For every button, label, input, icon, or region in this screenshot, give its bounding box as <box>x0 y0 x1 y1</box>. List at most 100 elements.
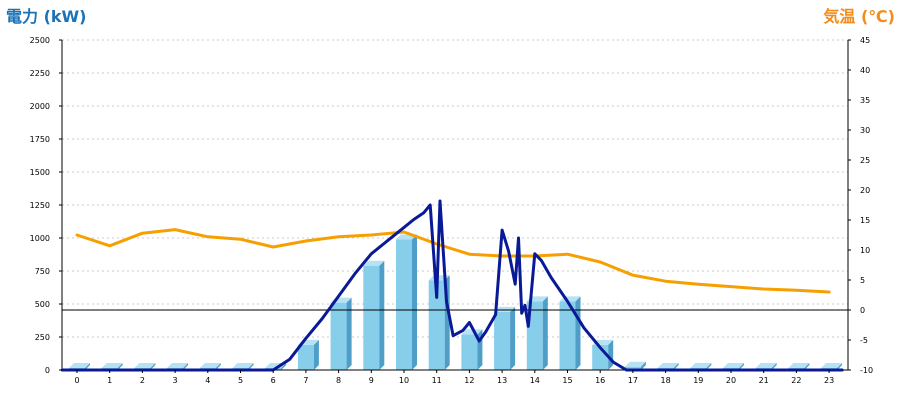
bar-top <box>657 363 679 369</box>
bar-top <box>69 363 90 369</box>
bar-side <box>117 363 123 370</box>
x-tick-label: 16 <box>595 376 605 385</box>
bar-side <box>542 296 548 370</box>
left-tick-label: 1000 <box>30 234 50 243</box>
bar-side <box>771 363 777 370</box>
x-tick-label: 9 <box>369 376 374 385</box>
bar-top <box>821 363 843 369</box>
bar-face <box>526 301 543 370</box>
axes <box>61 40 849 371</box>
right-tick-label: 45 <box>860 36 870 45</box>
power-bar <box>592 339 614 370</box>
x-tick-label: 3 <box>173 376 178 385</box>
bar-top <box>134 363 156 369</box>
x-tick-label: 6 <box>271 376 276 385</box>
bar-face <box>363 265 380 370</box>
right-tick-label: 20 <box>860 186 870 195</box>
bar-side <box>346 297 352 370</box>
right-axis-title: 気温 (℃) <box>823 7 895 26</box>
right-tick-label: 35 <box>860 96 870 105</box>
bar-side <box>739 363 744 370</box>
bar-side <box>673 363 679 370</box>
bar-face <box>494 311 511 370</box>
bar-side <box>575 296 581 370</box>
left-tick-label: 0 <box>45 366 50 375</box>
x-tick-label: 11 <box>432 376 442 385</box>
temperature-line <box>75 228 831 294</box>
x-tick-label: 13 <box>497 376 507 385</box>
left-tick-label: 2250 <box>30 69 50 78</box>
bar-side <box>248 363 254 370</box>
x-tick-label: 1 <box>107 376 112 385</box>
bar-side <box>608 339 614 370</box>
bar-top <box>788 363 810 369</box>
bar-side <box>412 234 417 370</box>
bar-side <box>85 363 90 370</box>
power-bar <box>461 329 483 370</box>
bar-side <box>150 363 156 370</box>
power-bar <box>624 361 646 370</box>
x-tick-label: 7 <box>303 376 308 385</box>
power-bar <box>494 306 516 370</box>
tick-labels: 02505007501000125015001750200022502500-1… <box>30 36 873 385</box>
bar-side <box>804 363 810 370</box>
left-tick-label: 1500 <box>30 168 50 177</box>
bar-top <box>723 363 744 369</box>
left-tick-label: 1750 <box>30 135 50 144</box>
bar-top <box>199 363 221 369</box>
x-tick-label: 2 <box>140 376 145 385</box>
power-bar <box>330 297 352 370</box>
power-bar <box>396 234 417 370</box>
bar-top <box>755 363 777 369</box>
x-tick-label: 5 <box>238 376 243 385</box>
x-tick-label: 20 <box>726 376 736 385</box>
bar-top <box>363 260 385 266</box>
bar-top <box>494 306 516 312</box>
left-tick-label: 250 <box>35 333 50 342</box>
right-tick-label: -5 <box>860 336 868 345</box>
left-tick-label: 1250 <box>30 201 50 210</box>
right-tick-label: 30 <box>860 126 870 135</box>
x-tick-label: 23 <box>824 376 834 385</box>
power-bar <box>363 260 385 370</box>
x-tick-label: 17 <box>628 376 638 385</box>
bar-top <box>167 363 189 369</box>
bar-side <box>313 339 319 370</box>
bar-side <box>183 363 189 370</box>
bar-side <box>379 260 385 370</box>
power-bars <box>69 234 843 370</box>
bar-face <box>330 302 347 370</box>
bar-side <box>510 306 516 370</box>
x-tick-label: 8 <box>336 376 341 385</box>
bar-side <box>215 363 221 370</box>
x-tick-label: 4 <box>205 376 210 385</box>
bar-top <box>461 329 483 335</box>
gridlines <box>62 39 848 338</box>
left-axis-title: 電力 (kW) <box>6 7 87 26</box>
right-tick-label: 40 <box>860 66 870 75</box>
x-tick-label: 19 <box>693 376 703 385</box>
left-tick-label: 500 <box>35 300 50 309</box>
right-tick-label: 15 <box>860 216 870 225</box>
x-tick-label: 21 <box>759 376 769 385</box>
x-tick-label: 15 <box>562 376 572 385</box>
x-tick-label: 12 <box>464 376 474 385</box>
bar-side <box>837 363 843 370</box>
bar-face <box>624 366 641 370</box>
right-tick-label: 25 <box>860 156 870 165</box>
bar-face <box>396 239 412 370</box>
bar-top <box>232 363 254 369</box>
bar-face <box>461 334 478 370</box>
bar-top <box>101 363 123 369</box>
x-tick-label: 10 <box>399 376 409 385</box>
left-tick-label: 2500 <box>30 36 50 45</box>
left-tick-label: 750 <box>35 267 50 276</box>
bar-side <box>281 363 287 370</box>
bar-face <box>559 301 576 370</box>
x-tick-label: 0 <box>74 376 79 385</box>
bar-side <box>706 363 712 370</box>
right-tick-label: 0 <box>860 306 865 315</box>
bar-side <box>640 361 646 370</box>
bar-face <box>297 344 314 370</box>
